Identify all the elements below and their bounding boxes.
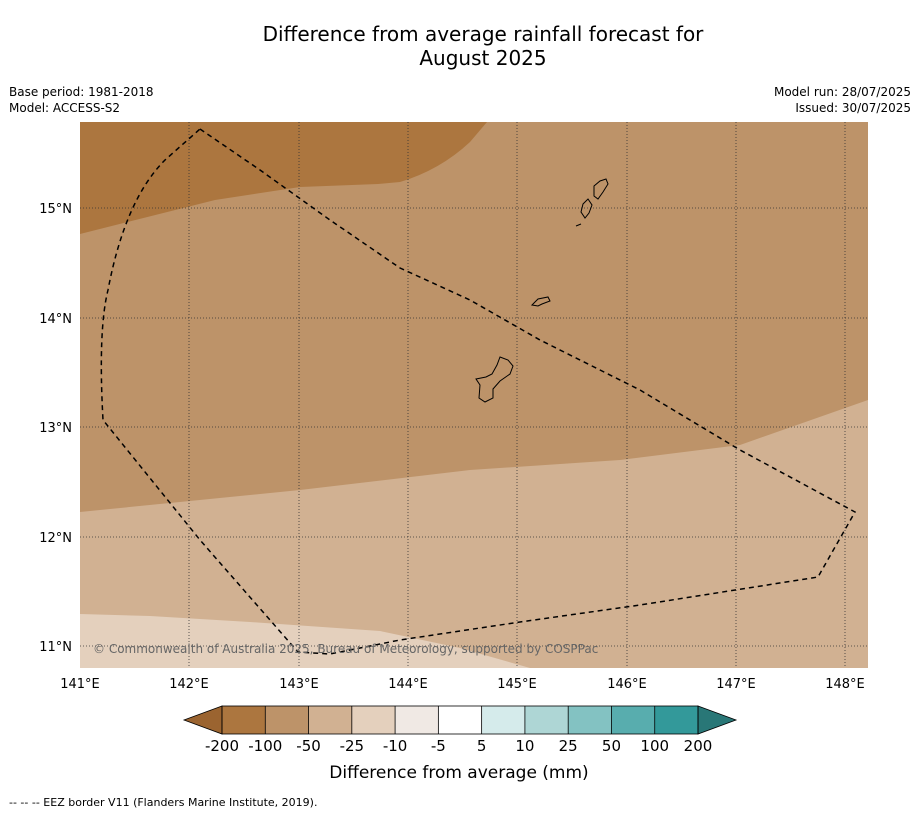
copyright-text: © Commonwealth of Australia 2025, Bureau… xyxy=(93,642,598,656)
colorbar-segment xyxy=(524,706,569,734)
colorbar-tick-label: -50 xyxy=(296,737,321,755)
map-area: © Commonwealth of Australia 2025, Bureau… xyxy=(80,122,868,668)
colorbar-tick-label: 100 xyxy=(640,737,669,755)
eez-border xyxy=(100,128,857,655)
colorbar-tick-label: 10 xyxy=(515,737,534,755)
colorbar-tick-label: 50 xyxy=(602,737,621,755)
map-title: Difference from average rainfall forecas… xyxy=(0,22,919,70)
colorbar-segment xyxy=(568,706,612,734)
colorbar-segment xyxy=(395,706,439,734)
lon-label-142e: 142°E xyxy=(169,677,209,692)
graticule xyxy=(80,122,868,668)
colorbar-segment xyxy=(438,706,482,734)
footer-eez-note: -- -- -- EEZ border V11 (Flanders Marine… xyxy=(9,796,318,809)
model-name: Model: ACCESS-S2 xyxy=(9,101,121,115)
colorbar-segment xyxy=(265,706,309,734)
colorbar-tick-label: -25 xyxy=(340,737,365,755)
colorbar-segment xyxy=(654,706,698,734)
lon-label-145e: 145°E xyxy=(497,677,537,692)
island-tinian xyxy=(580,198,593,219)
meta-right: Model run: 28/07/2025 Issued: 30/07/2025 xyxy=(774,84,911,116)
base-period: Base period: 1981-2018 xyxy=(9,85,154,99)
island-saipan xyxy=(593,178,609,200)
zone-minus-25-to-50 xyxy=(80,400,868,668)
lon-label-146e: 146°E xyxy=(607,677,647,692)
colorbar-extend-high xyxy=(697,705,738,735)
colorbar-segment xyxy=(481,706,525,734)
island-rota xyxy=(530,296,551,307)
lat-label-15n: 15°N xyxy=(39,202,72,217)
lon-label-147e: 147°E xyxy=(716,677,756,692)
lat-label-11n: 11°N xyxy=(39,640,72,655)
colorbar-label: Difference from average (mm) xyxy=(329,763,588,783)
colorbar-segment xyxy=(611,706,655,734)
lon-label-141e: 141°E xyxy=(60,677,100,692)
colorbar-tick-label: -5 xyxy=(431,737,446,755)
meta-left: Base period: 1981-2018 Model: ACCESS-S2 xyxy=(9,84,154,116)
map-figure: © Commonwealth of Australia 2025, Bureau… xyxy=(39,122,868,783)
lon-label-144e: 144°E xyxy=(388,677,428,692)
colorbar-extend-low xyxy=(182,705,223,735)
island-guam xyxy=(475,356,514,403)
colorbar-segment xyxy=(351,706,396,734)
lon-label-148e: 148°E xyxy=(825,677,865,692)
island-aguijan xyxy=(575,223,582,227)
islands xyxy=(475,178,609,403)
zone-minus-100-to-200 xyxy=(80,122,487,234)
lat-label-13n: 13°N xyxy=(39,421,72,436)
lon-label-143e: 143°E xyxy=(279,677,319,692)
colorbar-tick-label: -10 xyxy=(383,737,408,755)
lon-labels: 141°E 142°E 143°E 144°E 145°E 146°E 147°… xyxy=(60,677,865,692)
lat-label-14n: 14°N xyxy=(39,312,72,327)
issued-date: Issued: 30/07/2025 xyxy=(795,101,911,115)
model-run: Model run: 28/07/2025 xyxy=(773,85,911,99)
colorbar-tick-label: -100 xyxy=(248,737,282,755)
colorbar: -200 -100 -50 -25 -10 -5 5 10 25 50 100 200 xyxy=(182,705,738,755)
colorbar-tick-label: 200 xyxy=(684,737,713,755)
colorbar-outline xyxy=(221,705,699,735)
title-line-2: August 2025 xyxy=(419,46,547,70)
lat-label-12n: 12°N xyxy=(39,531,72,546)
zone-minus-10-to-25 xyxy=(80,614,530,668)
colorbar-segment xyxy=(222,706,266,734)
title-line-1: Difference from average rainfall forecas… xyxy=(262,22,704,46)
colorbar-tick-label: -200 xyxy=(205,737,239,755)
colorbar-tick-label: 5 xyxy=(477,737,487,755)
colorbar-tick-label: 25 xyxy=(559,737,578,755)
lat-labels: 15°N 14°N 13°N 12°N 11°N xyxy=(39,202,72,655)
colorbar-segment xyxy=(308,706,352,734)
